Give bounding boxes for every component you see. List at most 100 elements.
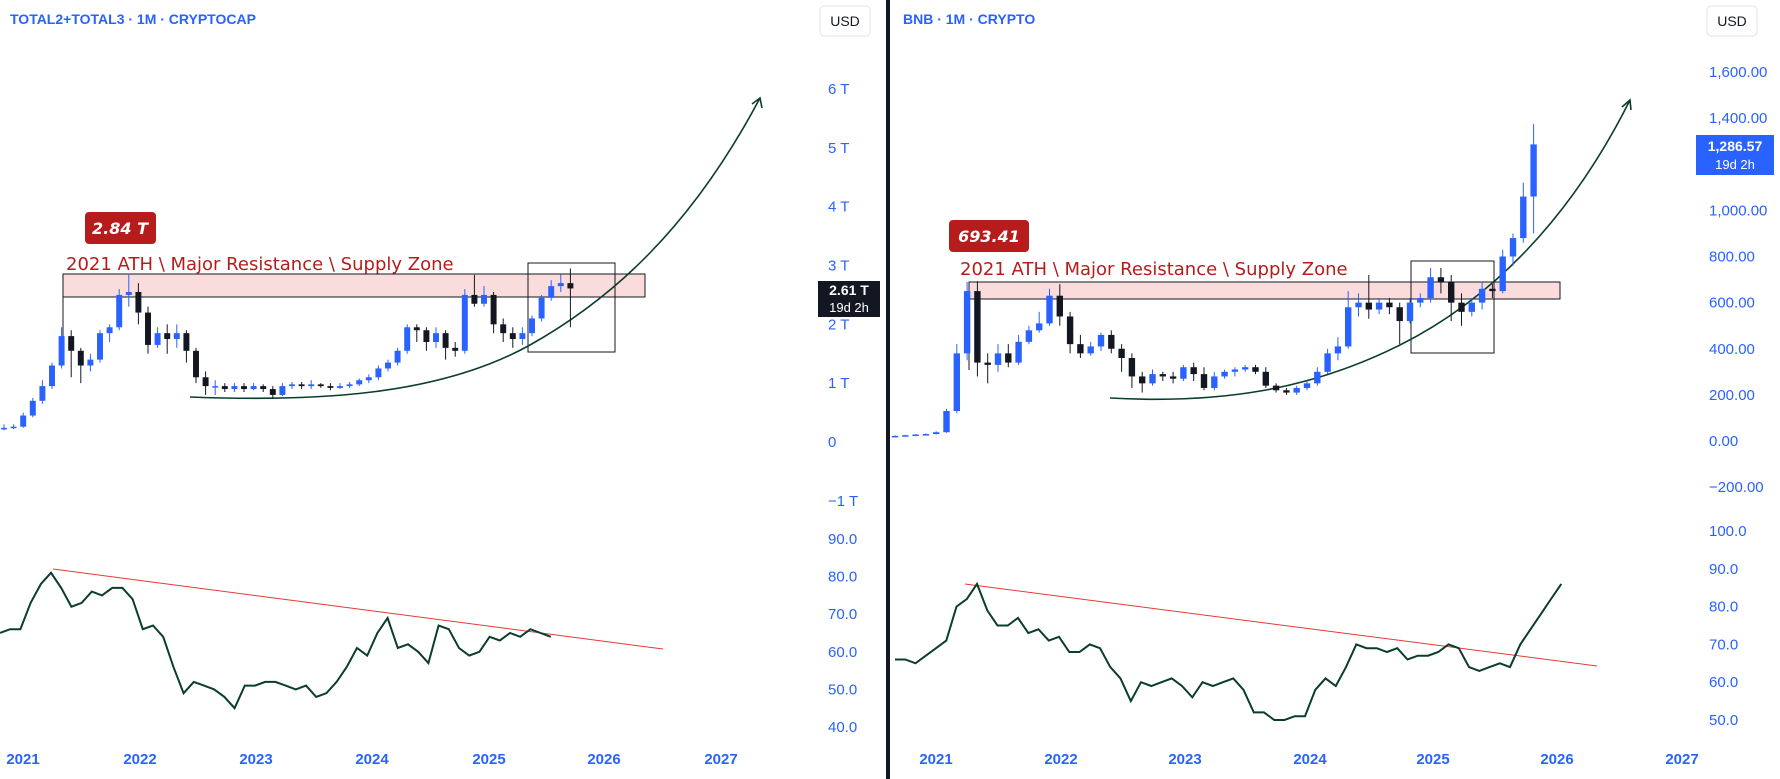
- oscillator-line-left[interactable]: [0, 571, 552, 711]
- candle-right[interactable]: [1283, 390, 1290, 393]
- oscillator-trendline-right[interactable]: [964, 583, 1598, 667]
- candle-left[interactable]: [260, 386, 267, 390]
- candle-left[interactable]: [442, 333, 449, 348]
- candle-right[interactable]: [1293, 387, 1300, 393]
- candle-right[interactable]: [1139, 376, 1146, 384]
- candle-right[interactable]: [1448, 281, 1455, 303]
- candle-right[interactable]: [1118, 348, 1125, 358]
- candle-right[interactable]: [1015, 341, 1022, 363]
- candle-left[interactable]: [500, 324, 507, 334]
- candle-left[interactable]: [29, 400, 36, 416]
- candle-right[interactable]: [953, 353, 960, 412]
- candle-left[interactable]: [202, 377, 209, 387]
- candle-right[interactable]: [1005, 353, 1012, 363]
- candle-right[interactable]: [1478, 288, 1486, 303]
- candle-right[interactable]: [1458, 302, 1465, 312]
- candle-right[interactable]: [1108, 334, 1115, 349]
- candle-right[interactable]: [1355, 302, 1362, 308]
- pane-divider[interactable]: [886, 0, 890, 779]
- candle-left[interactable]: [97, 333, 103, 360]
- candle-right[interactable]: [1180, 367, 1187, 379]
- candle-right[interactable]: [994, 353, 1002, 365]
- candle-left[interactable]: [173, 333, 180, 340]
- currency-button-left[interactable]: USD: [819, 5, 871, 37]
- candle-left[interactable]: [365, 377, 372, 381]
- candle-left[interactable]: [394, 350, 401, 363]
- candle-right[interactable]: [1221, 371, 1228, 377]
- candle-left[interactable]: [375, 368, 382, 378]
- candle-right[interactable]: [1406, 302, 1414, 322]
- candle-right[interactable]: [1242, 367, 1249, 370]
- breakout-box-left[interactable]: [527, 262, 616, 353]
- candle-right[interactable]: [1324, 353, 1331, 372]
- rounded-bottom-curve-left[interactable]: [189, 97, 761, 400]
- candle-left[interactable]: [308, 384, 315, 387]
- candle-left[interactable]: [116, 294, 123, 328]
- candle-left[interactable]: [68, 336, 75, 351]
- candle-right[interactable]: [912, 434, 919, 437]
- candle-right[interactable]: [1128, 357, 1136, 377]
- breakout-box-right[interactable]: [1410, 260, 1495, 354]
- candle-right[interactable]: [1272, 385, 1280, 391]
- candle-right[interactable]: [1365, 302, 1372, 310]
- candle-right[interactable]: [1231, 369, 1239, 372]
- candle-left[interactable]: [385, 362, 391, 369]
- candle-right[interactable]: [1190, 367, 1197, 375]
- candle-left[interactable]: [433, 333, 439, 342]
- candle-left[interactable]: [39, 386, 46, 401]
- candle-right[interactable]: [1252, 367, 1259, 372]
- supply-zone-label-left[interactable]: 2021 ATH \ Major Resistance \ Supply Zon…: [66, 254, 454, 275]
- candle-right[interactable]: [1386, 302, 1393, 308]
- candle-right[interactable]: [1499, 256, 1506, 292]
- candle-left[interactable]: [471, 294, 478, 304]
- candle-right[interactable]: [1159, 374, 1166, 377]
- candle-left[interactable]: [490, 294, 497, 325]
- candle-left[interactable]: [346, 384, 353, 387]
- candle-left[interactable]: [519, 333, 526, 340]
- candle-left[interactable]: [279, 386, 286, 395]
- supply-zone-box-left[interactable]: [62, 273, 646, 298]
- oscillator-line-right[interactable]: [895, 581, 1563, 721]
- candle-left[interactable]: [20, 415, 27, 427]
- candle-right[interactable]: [963, 291, 971, 354]
- ath-badge-left[interactable]: 2.84 T: [85, 212, 156, 244]
- candle-left[interactable]: [164, 333, 171, 340]
- candle-left[interactable]: [193, 350, 199, 378]
- current-price-tag-left[interactable]: 2.61 T 19d 2h: [818, 281, 880, 317]
- candle-right[interactable]: [1066, 316, 1074, 345]
- ath-badge-right[interactable]: 693.41: [949, 220, 1029, 252]
- candle-right[interactable]: [1056, 295, 1063, 317]
- candle-right[interactable]: [1417, 298, 1424, 303]
- candle-left[interactable]: [221, 386, 228, 390]
- candle-left[interactable]: [58, 336, 65, 366]
- candle-left[interactable]: [269, 389, 276, 395]
- candle-right[interactable]: [891, 435, 899, 438]
- candle-right[interactable]: [1509, 238, 1517, 257]
- candle-right[interactable]: [1025, 330, 1033, 342]
- candle-left[interactable]: [212, 386, 219, 388]
- candle-left[interactable]: [509, 333, 516, 340]
- candle-right[interactable]: [1169, 376, 1177, 379]
- current-price-tag-right[interactable]: 1,286.57 19d 2h: [1696, 135, 1774, 175]
- candle-left[interactable]: [413, 327, 420, 331]
- candle-left[interactable]: [481, 294, 487, 304]
- candle-right[interactable]: [1046, 295, 1053, 324]
- candle-left[interactable]: [250, 386, 257, 390]
- candle-left[interactable]: [423, 330, 430, 342]
- candle-right[interactable]: [943, 411, 950, 433]
- candle-right[interactable]: [933, 432, 940, 435]
- candle-left[interactable]: [241, 386, 247, 390]
- symbol-title-right[interactable]: BNB · 1M · CRYPTO: [903, 11, 1035, 27]
- candle-left[interactable]: [404, 327, 411, 351]
- candle-left[interactable]: [557, 283, 564, 287]
- rounded-bottom-curve-right[interactable]: [1109, 99, 1631, 401]
- candle-left[interactable]: [289, 384, 295, 387]
- candle-right[interactable]: [1303, 383, 1311, 388]
- candle-left[interactable]: [529, 318, 535, 334]
- candle-right[interactable]: [902, 435, 909, 437]
- candle-right[interactable]: [984, 362, 991, 365]
- candle-right[interactable]: [1427, 277, 1434, 299]
- candle-right[interactable]: [1396, 307, 1403, 322]
- candle-right[interactable]: [1375, 302, 1383, 310]
